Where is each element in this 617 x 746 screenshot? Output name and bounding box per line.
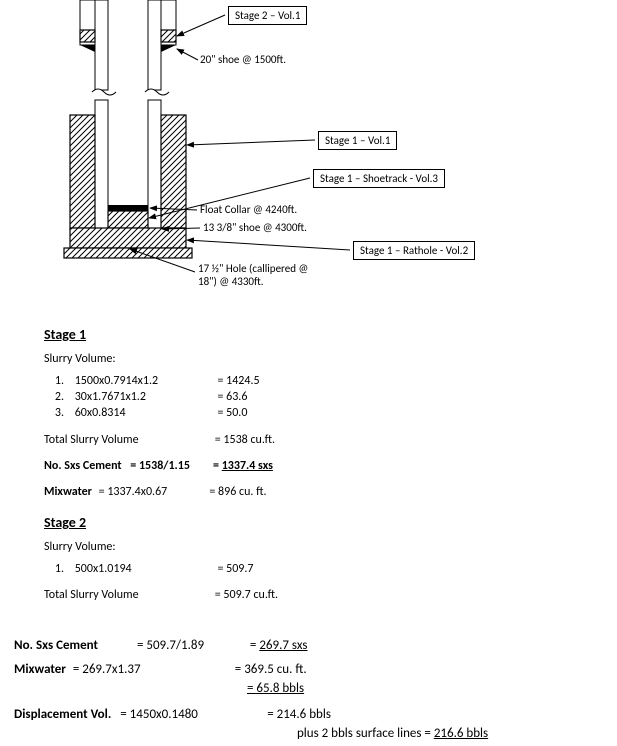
b-mix-value2: = 65.8 bbls: [247, 679, 304, 699]
stage1-slurry-label: Slurry Volume:: [44, 351, 278, 367]
s2-total-label: Total Slurry Volume: [44, 587, 212, 603]
b-disp-expr: = 1450x0.1480: [114, 705, 264, 725]
b-sxs-label: No. Sxs Cement: [14, 636, 134, 656]
b-disp-value1: = 214.6 bbls: [267, 705, 331, 725]
s2-item1-res: = 509.7: [217, 561, 253, 577]
s1-item3-expr: 60x0.8314: [75, 405, 215, 421]
calculations-block: Stage 1 Slurry Volume: 1. 1500x0.7914x1.…: [44, 318, 278, 604]
s1-item2-expr: 30x1.7671x1.2: [75, 389, 215, 405]
s1-item1-n: 1.: [44, 373, 72, 389]
shoe-20-label: 20" shoe @ 1500ft.: [200, 53, 286, 66]
b-disp-value2b: 216.6 bbls: [434, 726, 488, 741]
s1-sxs-expr: = 1538/1.15: [124, 458, 210, 474]
s1-item3-n: 3.: [44, 405, 72, 421]
stage2-title: Stage 2: [44, 514, 278, 533]
b-sxs-expr: = 509.7/1.89: [137, 636, 247, 656]
s1-item2-n: 2.: [44, 389, 72, 405]
b-sxs-value: 269.7 sxs: [259, 638, 307, 653]
stage1-shoetrack-box: Stage 1 – Shoetrack - Vol.3: [313, 169, 445, 188]
stage1-rathole-box: Stage 1 – Rathole - Vol.2: [353, 241, 475, 260]
b-disp-label: Displacement Vol.: [14, 705, 111, 725]
s2-item1-n: 1.: [44, 561, 72, 577]
s1-mix-label: Mixwater: [44, 484, 92, 500]
wellbore-diagram: Stage 2 – Vol.1 Stage 1 – Vol.1 Stage 1 …: [0, 0, 617, 310]
s1-item1-res: = 1424.5: [217, 373, 259, 389]
s1-item3-res: = 50.0: [217, 405, 247, 421]
s1-mix-value: = 896 cu. ft.: [209, 484, 266, 500]
bottom-calculations: No. Sxs Cement = 509.7/1.89 = 269.7 sxs …: [14, 636, 488, 744]
shoe-13-label: 13 3/8" shoe @ 4300ft.: [203, 221, 307, 234]
s2-total-value: = 509.7 cu.ft.: [215, 587, 278, 603]
s1-item1-expr: 1500x0.7914x1.2: [75, 373, 215, 389]
b-mix-label: Mixwater: [14, 660, 66, 680]
s2-item1-expr: 500x1.0194: [75, 561, 215, 577]
s1-item2-res: = 63.6: [217, 389, 247, 405]
s1-total-value: = 1538 cu.ft.: [215, 432, 275, 448]
stage2-slurry-label: Slurry Volume:: [44, 539, 278, 555]
s1-sxs-label: No. Sxs Cement: [44, 458, 122, 474]
b-mix-expr: = 269.7x1.37: [69, 660, 232, 680]
stage2-vol1-box: Stage 2 – Vol.1: [228, 6, 307, 25]
b-mix-value1: = 369.5 cu. ft.: [235, 660, 307, 680]
b-disp-value2a: plus 2 bbls surface lines =: [297, 726, 434, 741]
s1-mix-expr: = 1337.4x0.67: [95, 484, 207, 500]
s1-sxs-value: 1337.4 sxs: [222, 459, 273, 473]
s1-total-label: Total Slurry Volume: [44, 432, 212, 448]
stage1-title: Stage 1: [44, 326, 278, 345]
float-collar-label: Float Collar @ 4240ft.: [200, 203, 297, 216]
stage1-vol1-box: Stage 1 – Vol.1: [318, 131, 397, 150]
hole-note-label: 17 ½" Hole (callipered @ 18") @ 4330ft.: [198, 263, 328, 288]
